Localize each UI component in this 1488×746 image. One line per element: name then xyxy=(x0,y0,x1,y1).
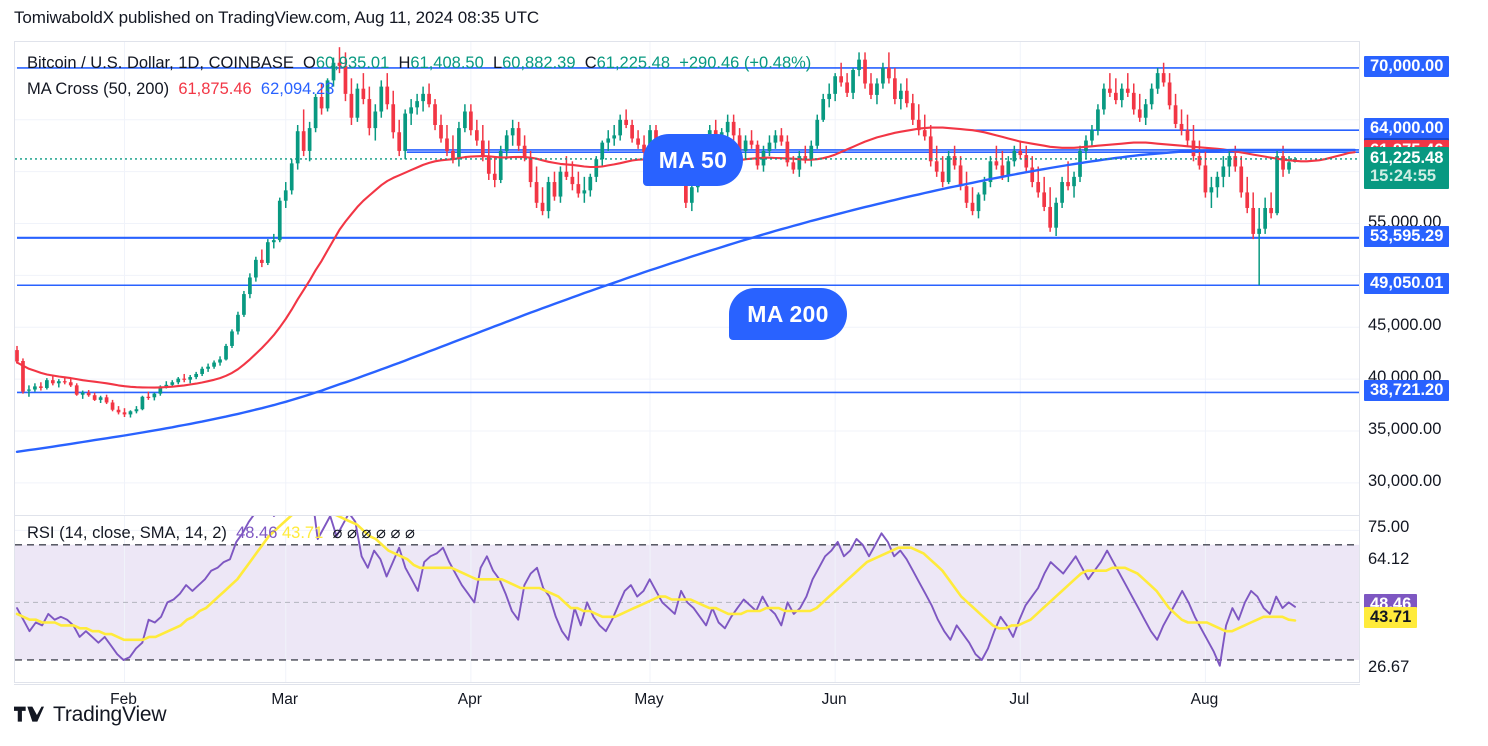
rsi-null-values: ⌀ ⌀ ⌀ ⌀ ⌀ ⌀ xyxy=(332,524,415,542)
rsi-tick-label: 75.00 xyxy=(1368,518,1410,537)
ma-cross-legend: MA Cross (50, 200) 61,875.46 62,094.23 xyxy=(27,80,334,99)
open-value: 60,935.01 xyxy=(315,54,390,72)
high-value: 61,408.50 xyxy=(410,54,484,72)
rsi-tick-label: 26.67 xyxy=(1368,657,1410,676)
rsi-legend: RSI (14, close, SMA, 14, 2) 48.46 43.71 … xyxy=(27,523,415,543)
price-badge-value: 64,000.00 xyxy=(1370,119,1444,138)
ma200-annotation-label: MA 200 xyxy=(747,300,829,327)
tradingview-logo: TradingView xyxy=(14,703,167,727)
open-label: O xyxy=(303,54,316,72)
change-value: +290.46 (+0.48%) xyxy=(679,54,812,72)
ma200-annotation-badge[interactable]: MA 200 xyxy=(729,288,847,340)
low-value: 60,882.39 xyxy=(502,54,576,72)
time-tick-label: Apr xyxy=(457,691,482,708)
close-label: C xyxy=(584,54,597,72)
price-badge-value: 61,225.48 xyxy=(1370,148,1444,167)
plot-area[interactable] xyxy=(15,42,1360,682)
rsi-sma-value: 43.71 xyxy=(281,524,324,542)
symbol-name[interactable]: Bitcoin / U.S. Dollar, 1D, COINBASE xyxy=(27,54,294,72)
price-chart-pane[interactable] xyxy=(15,42,1360,514)
chart-frame: Bitcoin / U.S. Dollar, 1D, COINBASE O60,… xyxy=(14,41,1474,683)
time-tick-label: May xyxy=(634,691,664,708)
price-badge-value: 38,721.20 xyxy=(1370,381,1444,400)
rsi-chart-pane[interactable] xyxy=(15,515,1360,682)
symbol-legend: Bitcoin / U.S. Dollar, 1D, COINBASE O60,… xyxy=(27,54,811,73)
price-tick-label: 30,000.00 xyxy=(1368,471,1442,490)
price-badge-value: 53,595.29 xyxy=(1370,227,1444,246)
price-tick-label: 45,000.00 xyxy=(1368,316,1442,335)
tradingview-wordmark: TradingView xyxy=(53,703,167,726)
tradingview-mark-icon xyxy=(14,706,44,722)
low-label: L xyxy=(492,54,503,72)
rsi-tick-label: 64.12 xyxy=(1368,549,1410,568)
time-tick-label: Jun xyxy=(821,691,847,708)
rsi-value: 48.46 xyxy=(236,524,278,542)
ma50-annotation-badge[interactable]: MA 50 xyxy=(643,134,743,186)
time-axis[interactable]: Feb Mar Apr May Jun Jul Aug xyxy=(14,684,1360,714)
close-value: 61,225.48 xyxy=(596,54,671,72)
rsi-badge[interactable]: 43.71 xyxy=(1364,607,1418,629)
price-badge[interactable]: 64,000.00 xyxy=(1364,118,1450,140)
price-badge[interactable]: 49,050.01 xyxy=(1364,273,1450,295)
ma50-value: 61,875.46 xyxy=(178,80,252,98)
price-badge[interactable]: 61,225.48 15:24:55 xyxy=(1364,146,1450,189)
publisher-attribution: TomiwaboldX published on TradingView.com… xyxy=(14,8,540,27)
price-badge[interactable]: 38,721.20 xyxy=(1364,380,1450,402)
time-tick-label: Aug xyxy=(1190,691,1219,708)
countdown-timer: 15:24:55 xyxy=(1370,167,1437,186)
rsi-title[interactable]: RSI (14, close, SMA, 14, 2) xyxy=(27,524,227,542)
ma200-value: 62,094.23 xyxy=(260,80,335,98)
price-axis[interactable]: USD 70,000.0064,000.0055,000.0045,000.00… xyxy=(1359,41,1488,683)
time-tick-label: Jul xyxy=(1009,691,1030,708)
ma-cross-title[interactable]: MA Cross (50, 200) xyxy=(27,80,170,98)
ma50-annotation-label: MA 50 xyxy=(658,146,728,173)
time-tick-label: Feb xyxy=(110,691,137,708)
price-badge-value: 70,000.00 xyxy=(1370,56,1444,75)
high-label: H xyxy=(398,54,411,72)
price-badge-value: 49,050.01 xyxy=(1370,274,1444,293)
price-badge[interactable]: 53,595.29 xyxy=(1364,226,1450,248)
price-tick-label: 35,000.00 xyxy=(1368,420,1442,438)
time-tick-label: Mar xyxy=(271,691,299,708)
price-badge[interactable]: 70,000.00 xyxy=(1364,55,1450,77)
